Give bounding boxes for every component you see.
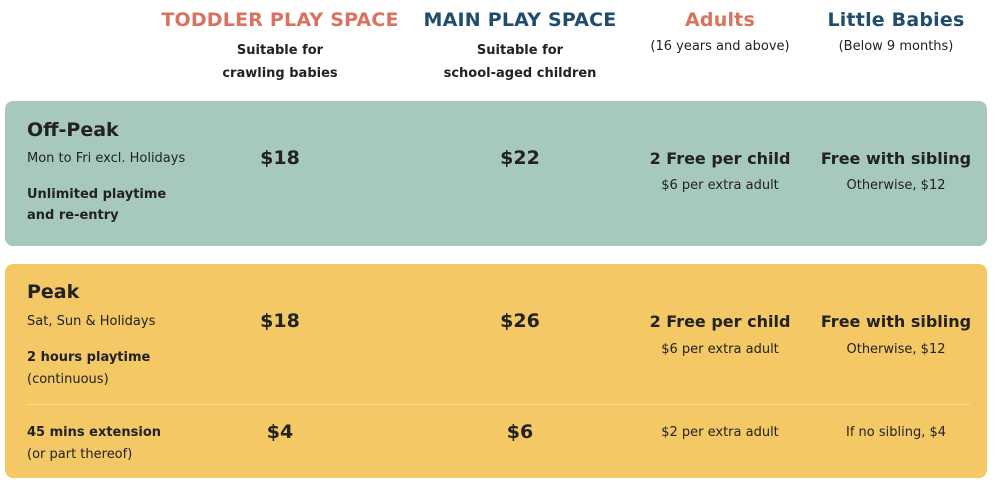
offpeak-title: Off-Peak xyxy=(27,119,119,141)
babies-column-title: Little Babies xyxy=(827,9,965,31)
peak-adults-main: 2 Free per child xyxy=(649,312,791,331)
peak-note-line2: (continuous) xyxy=(27,372,109,387)
toddler-column-subtitle-line2: crawling babies xyxy=(222,66,338,81)
peak-babies-main: Free with sibling xyxy=(820,312,972,331)
extension-main-price: $6 xyxy=(506,421,534,443)
main-column-subtitle-line1: Suitable for xyxy=(476,43,564,58)
offpeak-adults-main: 2 Free per child xyxy=(649,149,791,168)
offpeak-babies-sub: Otherwise, $12 xyxy=(846,178,946,193)
toddler-column-title: TODDLER PLAY SPACE xyxy=(161,9,399,31)
extension-toddler-price: $4 xyxy=(266,421,294,443)
extension-label-line1: 45 mins extension xyxy=(27,425,162,440)
offpeak-note-line2: and re-entry xyxy=(27,208,119,223)
offpeak-adults-sub: $6 per extra adult xyxy=(661,178,779,193)
extension-label-line2: (or part thereof) xyxy=(27,447,133,462)
main-column-title: MAIN PLAY SPACE xyxy=(423,9,617,31)
peak-title: Peak xyxy=(27,281,80,303)
offpeak-babies-main: Free with sibling xyxy=(820,149,972,168)
peak-note-line1: 2 hours playtime xyxy=(27,350,151,365)
main-column-subtitle-line2: school-aged children xyxy=(443,66,597,81)
peak-panel xyxy=(5,264,987,478)
peak-babies-sub: Otherwise, $12 xyxy=(846,342,946,357)
adults-column-title: Adults xyxy=(685,9,755,31)
offpeak-panel xyxy=(5,101,987,246)
extension-babies: If no sibling, $4 xyxy=(845,425,947,440)
adults-column-subtitle: (16 years and above) xyxy=(650,39,790,54)
extension-adults: $2 per extra adult xyxy=(661,425,779,440)
offpeak-toddler-price: $18 xyxy=(260,147,300,169)
offpeak-days: Mon to Fri excl. Holidays xyxy=(27,151,186,166)
peak-days: Sat, Sun & Holidays xyxy=(27,314,156,329)
offpeak-main-price: $22 xyxy=(500,147,540,169)
offpeak-note-line1: Unlimited playtime xyxy=(27,187,167,202)
babies-column-subtitle: (Below 9 months) xyxy=(838,39,954,54)
peak-toddler-price: $18 xyxy=(260,310,300,332)
peak-main-price: $26 xyxy=(500,310,540,332)
toddler-column-subtitle-line1: Suitable for xyxy=(236,43,324,58)
extension-divider xyxy=(27,404,970,405)
peak-adults-sub: $6 per extra adult xyxy=(661,342,779,357)
